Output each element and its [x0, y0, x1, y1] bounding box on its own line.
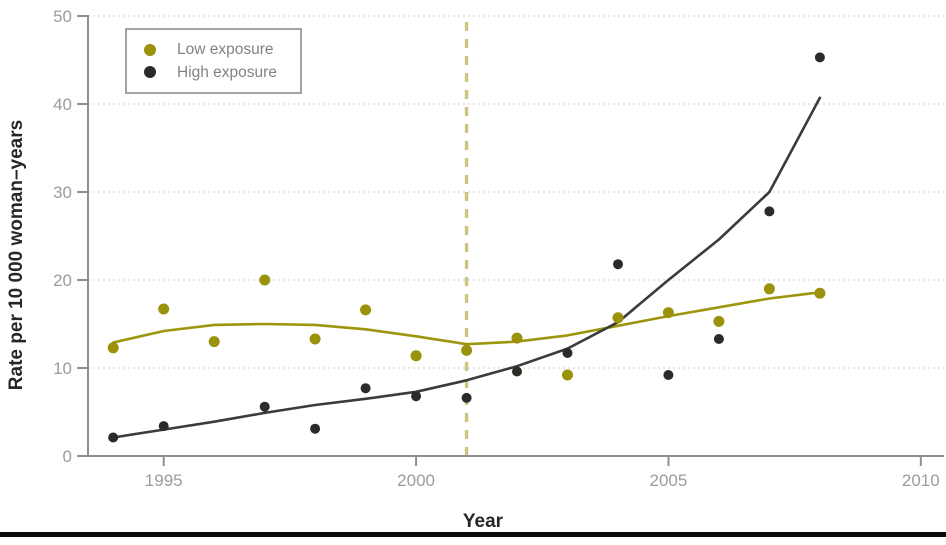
high-exposure-point: [562, 348, 573, 358]
high-exposure-point: [259, 401, 270, 412]
low-exposure-point: [612, 312, 624, 324]
low-exposure-point: [360, 304, 372, 316]
x-tick-label: 2005: [650, 471, 688, 490]
high-exposure-trend-line: [111, 96, 822, 439]
y-tick-label: 30: [53, 183, 72, 202]
y-tick-label: 20: [53, 271, 72, 290]
y-tick-label: 0: [63, 447, 72, 466]
page-bottom-rule: [0, 532, 946, 537]
legend-label: Low exposure: [177, 41, 274, 58]
low-exposure-trend-line: [111, 291, 822, 346]
low-exposure-point: [309, 333, 321, 345]
low-exposure-point: [107, 342, 119, 354]
x-tick-label: 2010: [902, 471, 940, 490]
high-exposure-point: [613, 259, 623, 270]
low-exposure-point: [662, 307, 674, 319]
high-exposure-point: [764, 206, 775, 217]
low-exposure-point: [763, 283, 775, 295]
low-exposure-point: [208, 336, 220, 348]
high-exposure-point: [713, 334, 724, 344]
high-exposure-point: [663, 370, 674, 380]
legend: Low exposure High exposure: [125, 28, 302, 94]
high-exposure-point: [158, 421, 169, 432]
y-tick-label: 50: [53, 7, 72, 26]
legend-item-low-exposure: Low exposure: [144, 42, 300, 58]
legend-label: High exposure: [177, 63, 277, 81]
high-exposure-point: [360, 383, 371, 394]
low-exposure-point: [713, 315, 725, 327]
legend-item-high-exposure: High exposure: [144, 63, 300, 81]
x-tick-label: 2000: [397, 471, 435, 490]
high-exposure-point: [108, 432, 119, 443]
x-axis-title: Year: [463, 511, 504, 532]
low-exposure-point: [259, 274, 271, 286]
high-exposure-swatch-icon: [144, 66, 156, 79]
y-axis-title: Rate per 10 000 woman–years: [6, 120, 27, 390]
high-exposure-point: [461, 392, 472, 403]
high-exposure-point: [512, 366, 522, 377]
y-tick-label: 40: [53, 95, 72, 114]
low-exposure-point: [511, 332, 523, 344]
high-exposure-point: [411, 391, 422, 402]
high-exposure-point: [814, 52, 825, 63]
x-tick-label: 1995: [145, 471, 183, 490]
low-exposure-point: [461, 344, 473, 356]
low-exposure-point: [562, 369, 573, 381]
low-exposure-point: [410, 350, 422, 362]
low-exposure-point: [814, 287, 826, 299]
y-tick-label: 10: [53, 359, 72, 378]
chart-layer: 1995 2000 2005 2010 0 10 20 30 40 50: [53, 7, 944, 490]
high-exposure-point: [310, 423, 321, 434]
low-exposure-swatch-icon: [144, 43, 156, 56]
low-exposure-point: [158, 303, 170, 315]
